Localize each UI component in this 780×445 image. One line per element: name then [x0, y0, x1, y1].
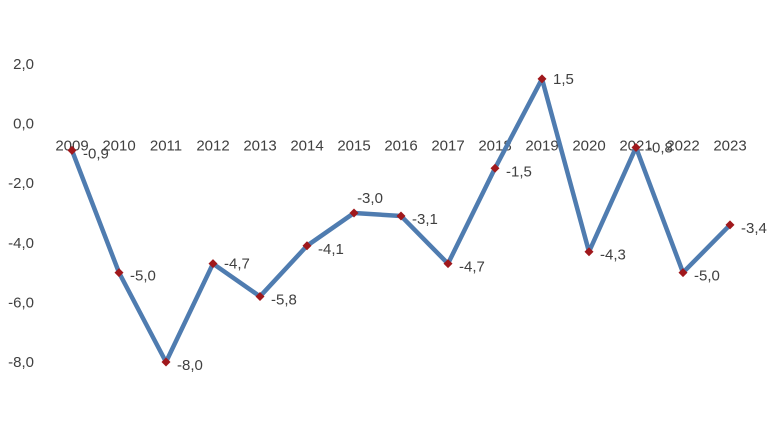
data-label: -3,0 — [357, 190, 383, 207]
x-tick-label: 2017 — [431, 138, 464, 155]
data-label: -0,9 — [83, 145, 109, 162]
data-point-marker — [725, 220, 735, 230]
data-label: 1,5 — [553, 71, 574, 88]
data-point-marker — [537, 74, 547, 84]
data-point-marker — [302, 241, 312, 251]
data-point-marker — [114, 268, 124, 278]
x-tick-label: 2013 — [243, 138, 276, 155]
data-label: -5,8 — [271, 291, 297, 308]
x-tick-label: 2012 — [196, 138, 229, 155]
data-label: -4,7 — [459, 259, 485, 276]
data-label: -4,7 — [224, 256, 250, 273]
data-label: -1,5 — [506, 163, 532, 180]
y-tick-label: -8,0 — [8, 354, 34, 371]
y-tick-label: -4,0 — [8, 235, 34, 252]
data-point-marker — [443, 259, 453, 269]
x-tick-label: 2010 — [102, 138, 135, 155]
data-point-marker — [255, 291, 265, 301]
data-point-marker — [161, 357, 171, 367]
data-label: -0,8 — [647, 139, 673, 156]
x-tick-label: 2016 — [384, 138, 417, 155]
x-tick-label: 2015 — [337, 138, 370, 155]
x-tick-label: 2022 — [666, 138, 699, 155]
data-label: -5,0 — [130, 268, 156, 285]
data-point-marker — [678, 268, 688, 278]
y-tick-label: -2,0 — [8, 175, 34, 192]
x-tick-label: 2019 — [525, 138, 558, 155]
data-point-marker — [396, 211, 406, 221]
data-point-marker — [349, 208, 359, 218]
data-point-marker — [584, 247, 594, 257]
data-label: -3,1 — [412, 211, 438, 228]
y-tick-label: 0,0 — [13, 116, 34, 133]
x-tick-label: 2020 — [572, 138, 605, 155]
data-point-marker — [208, 259, 218, 269]
x-tick-label: 2011 — [150, 138, 182, 155]
data-label: -8,0 — [177, 357, 203, 374]
data-label: -4,1 — [318, 241, 344, 258]
y-tick-label: -6,0 — [8, 294, 34, 311]
y-tick-label: 2,0 — [13, 56, 34, 73]
x-tick-label: 2023 — [713, 138, 746, 155]
data-label: -4,3 — [600, 247, 626, 264]
data-label: -5,0 — [694, 268, 720, 285]
data-point-marker — [631, 142, 641, 152]
x-tick-label: 2014 — [290, 138, 323, 155]
data-point-marker — [490, 163, 500, 173]
data-label: -3,4 — [741, 220, 767, 237]
data-point-marker — [67, 145, 77, 155]
